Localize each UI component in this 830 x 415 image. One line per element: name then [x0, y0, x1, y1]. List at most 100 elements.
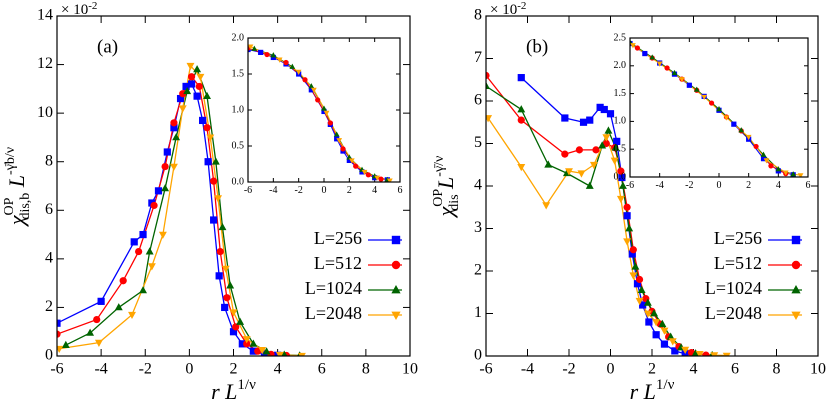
- marker: [634, 45, 641, 51]
- marker: [283, 59, 289, 66]
- x-tick-label: 4: [776, 180, 781, 191]
- marker: [119, 277, 127, 285]
- legend-label: L=256: [714, 228, 762, 248]
- marker: [637, 285, 646, 294]
- marker: [723, 115, 730, 121]
- y-tick-label: 8: [45, 152, 53, 169]
- series-line: [57, 83, 278, 356]
- marker: [258, 49, 264, 55]
- marker: [589, 161, 598, 170]
- marker: [686, 82, 692, 88]
- panel-label: (a): [97, 36, 118, 57]
- marker: [702, 351, 710, 356]
- marker: [782, 170, 789, 176]
- marker: [517, 163, 526, 172]
- marker: [193, 92, 201, 100]
- marker: [203, 124, 211, 132]
- marker: [760, 156, 767, 162]
- y-tick-label: 0.0: [232, 176, 245, 187]
- marker: [710, 352, 719, 356]
- marker: [666, 332, 675, 340]
- marker: [658, 319, 667, 328]
- marker: [327, 120, 333, 126]
- marker: [544, 160, 553, 168]
- marker: [517, 116, 525, 124]
- marker: [334, 136, 340, 142]
- x-tick-label: -2: [294, 185, 302, 196]
- marker: [321, 108, 327, 115]
- marker: [517, 105, 526, 113]
- marker: [158, 231, 167, 239]
- axes-frame: [56, 15, 411, 357]
- x-tick-label: -6: [244, 185, 252, 196]
- y-label-factor-sup: -γ̄/ν: [432, 156, 447, 177]
- marker: [753, 143, 759, 150]
- marker: [618, 181, 627, 189]
- marker: [650, 309, 659, 317]
- y-label-sub: dis,b: [18, 193, 33, 220]
- x-tick-label: -4: [269, 185, 277, 196]
- marker: [93, 315, 101, 324]
- marker: [321, 105, 327, 111]
- marker: [643, 298, 652, 306]
- marker: [378, 176, 384, 182]
- x-tick-label: -6: [626, 180, 634, 191]
- marker: [295, 69, 302, 75]
- marker: [631, 262, 640, 270]
- marker: [276, 57, 283, 63]
- marker: [561, 114, 569, 122]
- marker: [643, 310, 652, 318]
- marker: [598, 141, 607, 149]
- marker: [586, 116, 594, 124]
- y-tick-label: 2: [474, 262, 482, 279]
- marker: [633, 280, 642, 288]
- multiplier-base: × 10: [490, 2, 517, 18]
- marker: [349, 158, 355, 164]
- marker: [623, 203, 631, 211]
- marker: [763, 158, 770, 164]
- marker: [161, 184, 170, 192]
- marker: [722, 352, 731, 356]
- marker: [791, 311, 801, 321]
- marker: [182, 82, 190, 91]
- marker: [340, 146, 346, 152]
- marker: [716, 106, 722, 112]
- marker: [731, 121, 737, 127]
- marker: [229, 309, 238, 317]
- y-tick-label: 12: [37, 55, 53, 72]
- axes-frame: [629, 37, 809, 178]
- marker: [154, 187, 163, 195]
- marker: [251, 45, 258, 51]
- marker: [575, 146, 583, 154]
- marker: [691, 349, 700, 356]
- y-tick-label: 4: [45, 250, 53, 267]
- y-tick-label: 14: [37, 7, 53, 24]
- x-tick-label: 2: [648, 360, 656, 377]
- marker: [170, 119, 178, 127]
- marker: [221, 303, 229, 312]
- y-label-base: χ: [433, 205, 458, 218]
- marker: [639, 301, 647, 309]
- marker: [618, 173, 626, 182]
- marker: [353, 163, 359, 169]
- y-tick-label: 2: [45, 298, 53, 315]
- marker: [270, 54, 276, 61]
- marker: [195, 82, 203, 91]
- marker: [135, 247, 143, 256]
- marker: [223, 294, 231, 302]
- x-tick-label: -2: [139, 360, 152, 377]
- marker: [183, 86, 192, 95]
- marker: [139, 230, 147, 239]
- x-tick-label: 2: [746, 180, 751, 191]
- y-tick-label: 6: [45, 201, 53, 218]
- y-label-factor-sup: -γ̄b/ν: [3, 147, 18, 175]
- x-tick-label: 4: [690, 360, 698, 377]
- y-tick-label: 0: [474, 347, 482, 364]
- axes-frame: [485, 15, 819, 357]
- marker: [623, 238, 632, 246]
- marker: [199, 116, 207, 125]
- x-tick-label: -4: [94, 360, 107, 377]
- marker: [797, 173, 804, 177]
- x-tick-label: 0: [607, 360, 615, 377]
- x-tick-label: -2: [562, 360, 575, 377]
